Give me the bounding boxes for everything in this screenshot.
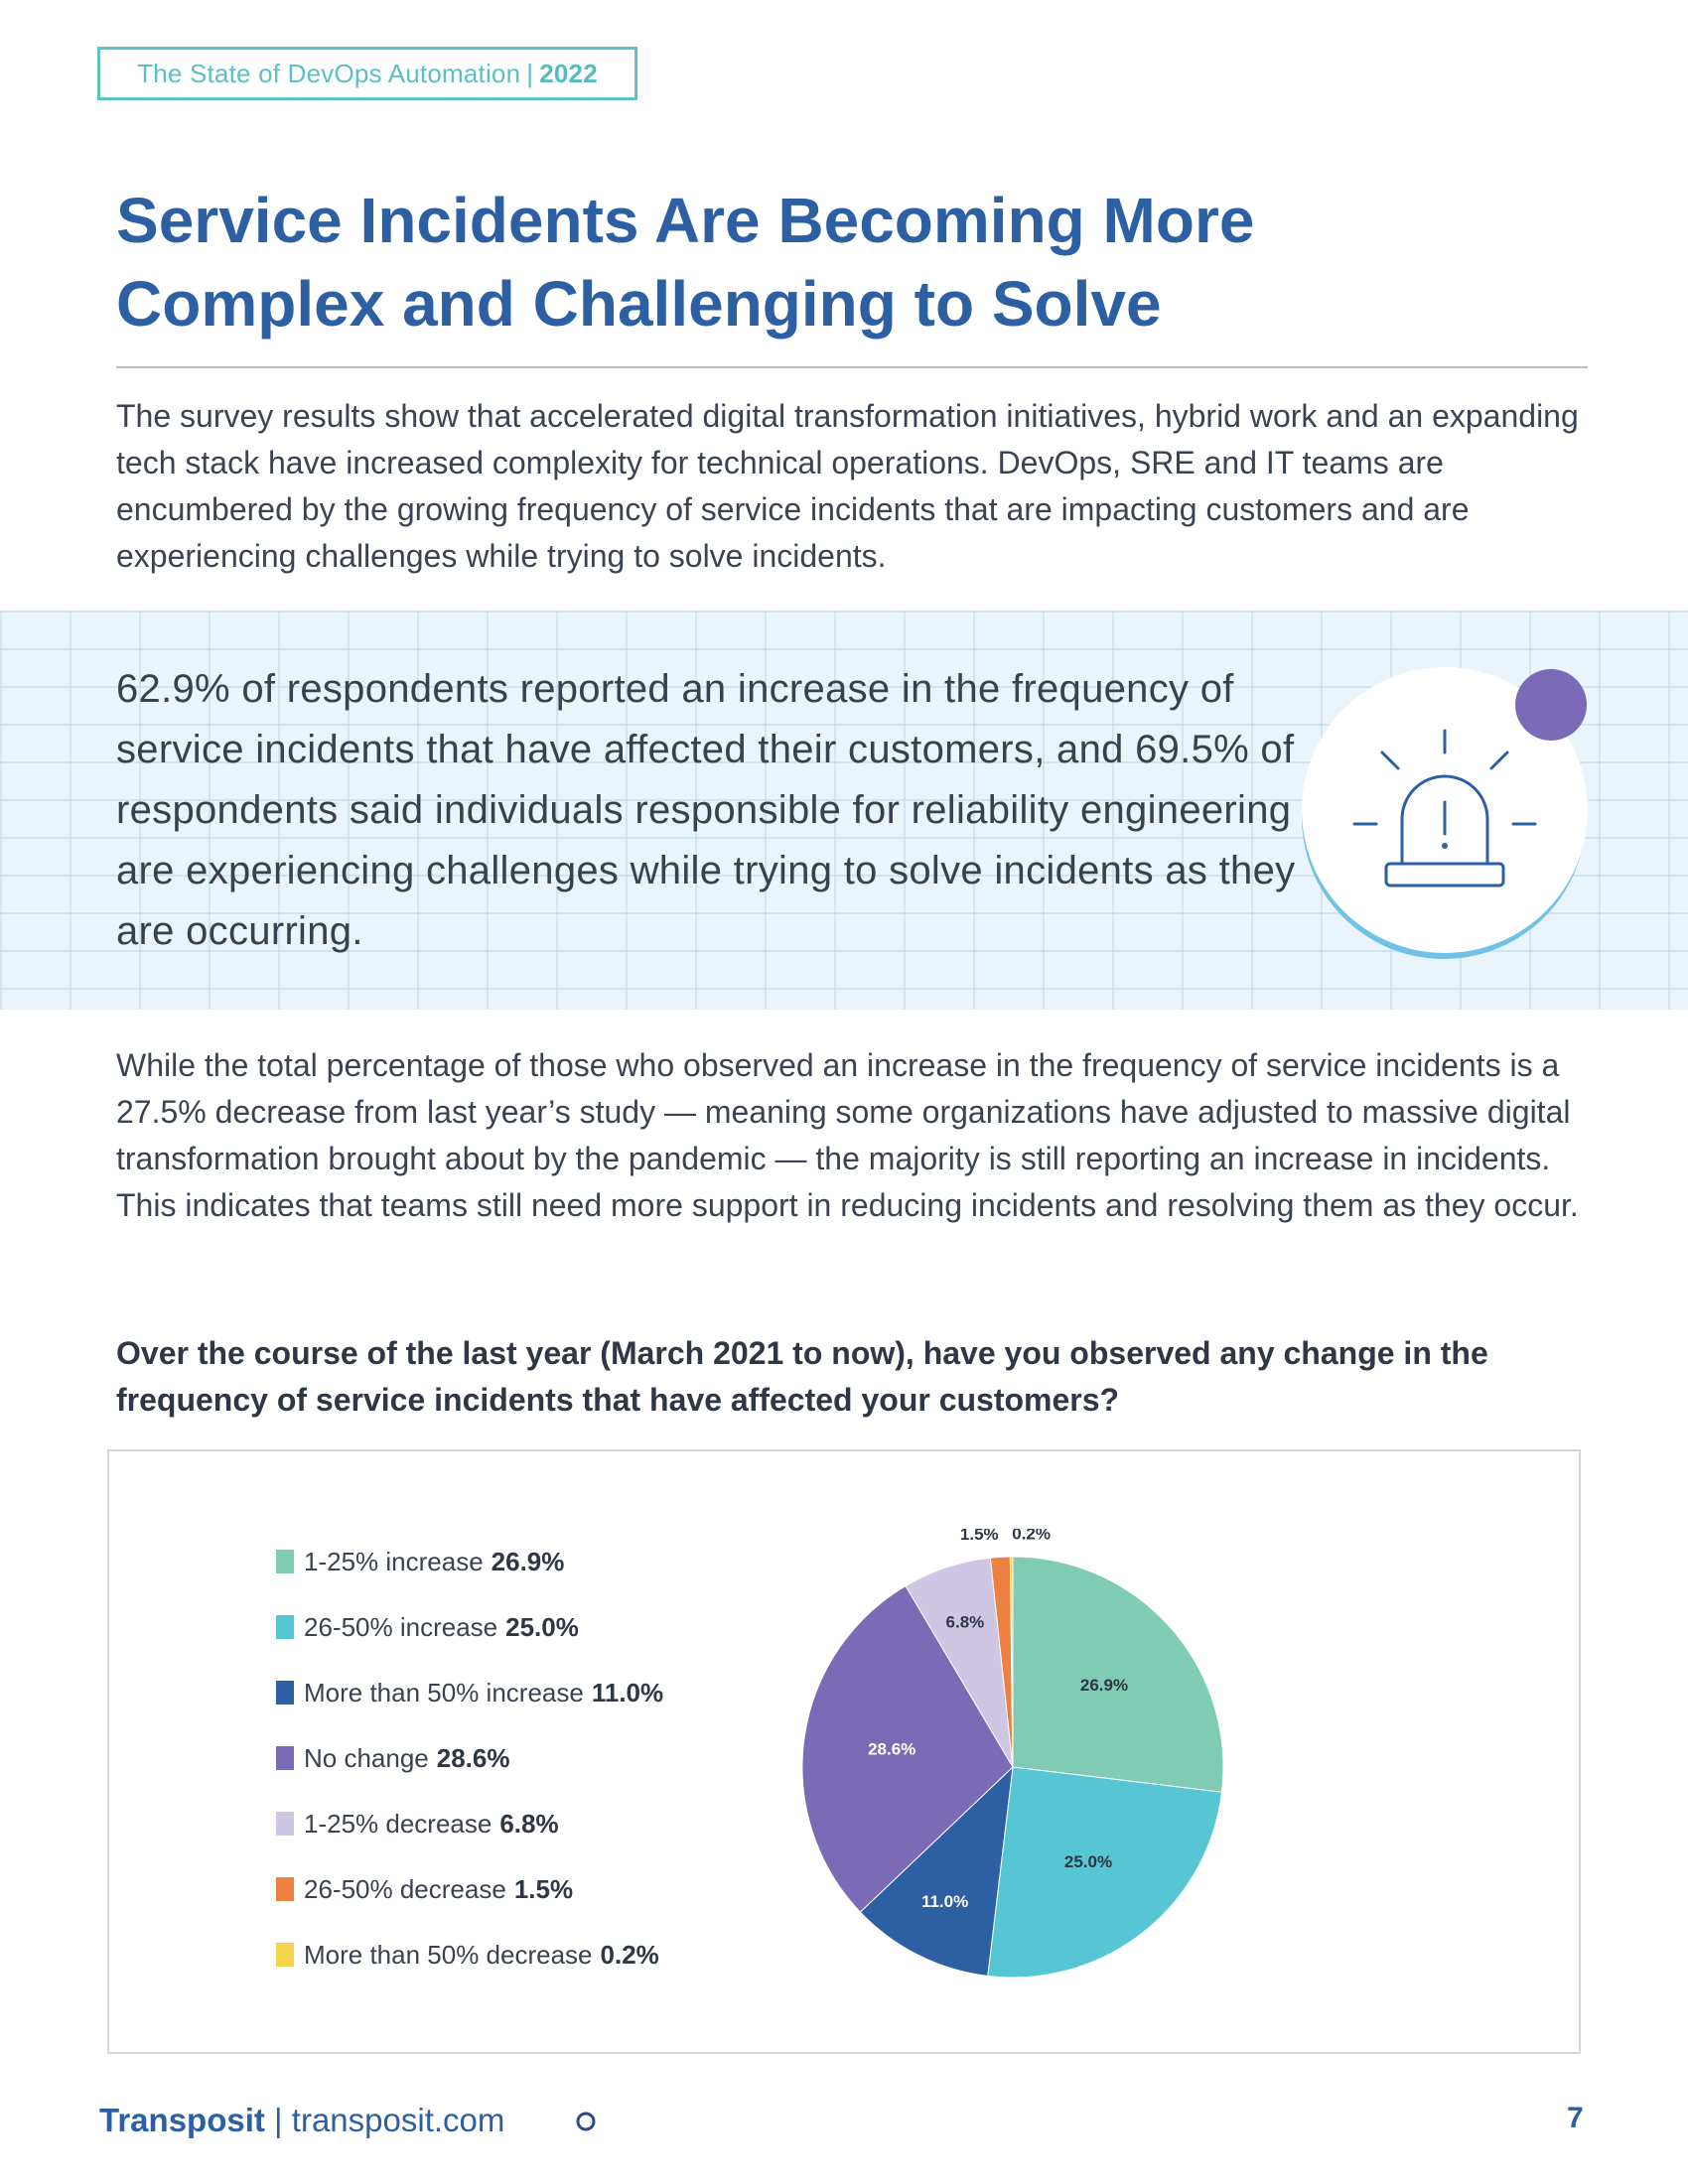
legend-value: 28.6%	[436, 1742, 510, 1773]
pie-slice	[859, 1765, 1014, 1978]
pie-data-label: 26.9%	[1080, 1676, 1128, 1695]
pie-slice	[1009, 1556, 1014, 1768]
pie-data-label: 25.0%	[1064, 1852, 1112, 1871]
legend-label: No change	[304, 1742, 429, 1773]
chart-question: Over the course of the last year (March …	[116, 1335, 1488, 1418]
header-separator: |	[526, 58, 534, 88]
legend-swatch	[276, 1681, 294, 1705]
legend-item: 26-50% increase 25.0%	[276, 1594, 663, 1660]
legend-item: More than 50% increase 11.0%	[276, 1660, 663, 1725]
pie-slice	[1012, 1556, 1224, 1793]
pie-slice	[987, 1766, 1223, 1979]
chart-frame	[107, 1449, 1581, 2054]
legend-label: 26-50% increase	[304, 1611, 498, 1642]
legend-label: 1-25% decrease	[304, 1808, 492, 1839]
legend-swatch	[276, 1550, 294, 1573]
pie-slice	[801, 1584, 1014, 1913]
legend-swatch	[276, 1877, 294, 1901]
legend-item: 1-25% decrease 6.8%	[276, 1791, 663, 1856]
legend-item: 1-25% increase 26.9%	[276, 1529, 663, 1594]
page-number: 7	[1567, 2102, 1584, 2134]
legend-swatch	[276, 1943, 294, 1967]
legend-item: No change 28.6%	[276, 1725, 663, 1791]
legend-item: More than 50% decrease 0.2%	[276, 1922, 663, 1987]
legend-value: 1.5%	[513, 1873, 574, 1904]
alert-accent-dot	[1515, 669, 1587, 741]
legend-label: 26-50% decrease	[304, 1873, 506, 1904]
callout-statistic: 62.9% of respondents reported an increas…	[116, 667, 1296, 953]
legend-value: 6.8%	[499, 1808, 559, 1839]
footer-brand: Transposit | transposit.com	[99, 2102, 504, 2139]
legend-label: More than 50% increase	[304, 1677, 584, 1707]
intro-paragraph: The survey results show that accelerated…	[116, 398, 1579, 574]
legend-label: 1-25% increase	[304, 1546, 484, 1576]
brand-name: Transposit	[99, 2102, 265, 2138]
brand-url: transposit.com	[291, 2102, 505, 2138]
title-divider	[116, 366, 1588, 368]
legend-label: More than 50% decrease	[304, 1939, 593, 1970]
legend-value: 0.2%	[600, 1939, 659, 1970]
legend-swatch	[276, 1615, 294, 1639]
page-title: Service Incidents Are Becoming More Comp…	[116, 179, 1586, 345]
footer-rule	[576, 2112, 1529, 2131]
body-paragraph: While the total percentage of those who …	[116, 1047, 1579, 1223]
legend-value: 26.9%	[491, 1546, 565, 1576]
legend-value: 11.0%	[591, 1677, 664, 1707]
title-line-2: Complex and Challenging to Solve	[116, 268, 1162, 340]
legend-value: 25.0%	[505, 1611, 579, 1642]
alarm-light-icon	[1352, 729, 1537, 887]
report-header-tag: The State of DevOps Automation | 2022	[97, 47, 637, 100]
report-year: 2022	[539, 58, 598, 88]
title-line-1: Service Incidents Are Becoming More	[116, 185, 1255, 256]
pie-data-label: 1.5%	[960, 1529, 999, 1544]
report-name: The State of DevOps Automation	[137, 58, 521, 88]
chart-legend: 1-25% increase 26.9% 26-50% increase 25.0% M…	[276, 1529, 663, 1987]
legend-swatch	[276, 1812, 294, 1836]
pie-data-label: 28.6%	[868, 1740, 915, 1759]
legend-item: 26-50% decrease 1.5%	[276, 1856, 663, 1922]
pie-data-label: 0.2%	[1012, 1529, 1051, 1543]
pie-data-label: 11.0%	[921, 1892, 968, 1911]
legend-swatch	[276, 1746, 294, 1770]
pie-chart: 26.9% 25.0% 11.0% 28.6% 6.8% 1.5% 0.2%	[801, 1529, 1224, 1979]
footer-separator: |	[274, 2102, 283, 2138]
pie-data-label: 6.8%	[946, 1613, 985, 1632]
